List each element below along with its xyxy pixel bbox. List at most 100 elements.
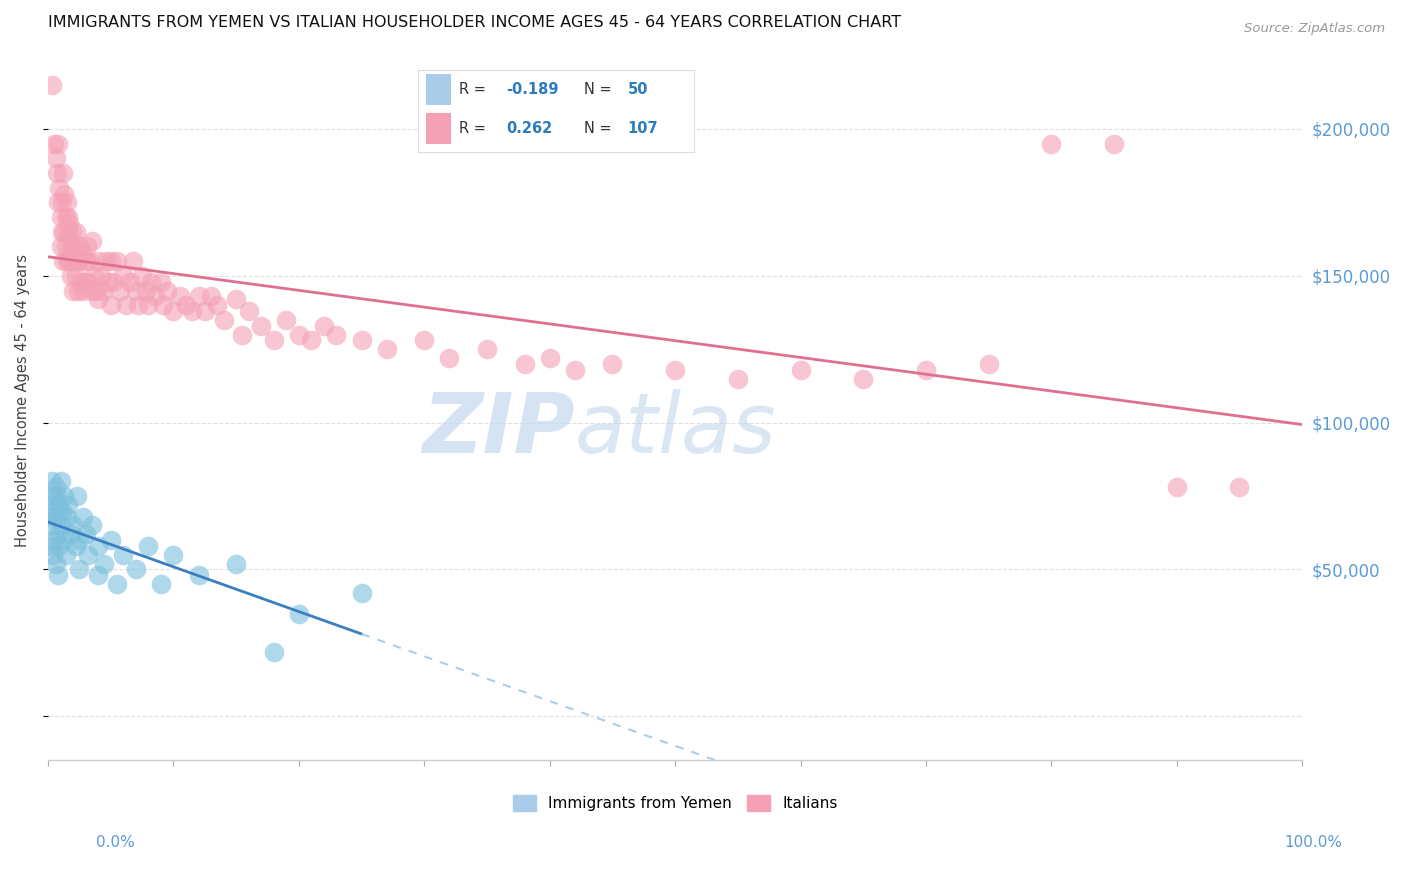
Point [100,298,122,312]
Point [39,539,62,553]
Point [375,343,398,357]
Point [325,327,347,342]
Point [513,357,536,371]
Point [852,371,875,385]
Point [56,254,79,268]
Point [94,254,117,268]
Point [44,136,66,151]
Point [122,254,145,268]
Point [90,268,112,283]
Text: 100.0%: 100.0% [1285,836,1343,850]
Point [41,518,63,533]
Point [108,284,131,298]
Point [45,480,67,494]
Point [187,289,209,303]
Point [727,371,749,385]
Point [49,518,72,533]
Point [46,568,69,582]
Point [80,234,103,248]
Point [312,318,335,333]
Point [350,334,373,348]
Point [915,363,938,377]
Point [299,334,322,348]
Text: 0.0%: 0.0% [96,836,135,850]
Point [263,645,285,659]
Point [100,533,122,548]
Point [194,304,217,318]
Point [45,489,67,503]
Point [49,210,72,224]
Legend: Immigrants from Yemen, Italians: Immigrants from Yemen, Italians [506,789,844,817]
Point [143,289,166,303]
Point [100,254,122,268]
Point [72,284,94,298]
Point [56,210,79,224]
Point [58,254,80,268]
Point [48,180,70,194]
Point [45,509,67,524]
Point [41,475,63,489]
Point [65,225,87,239]
Point [112,268,135,283]
Point [52,166,75,180]
Point [58,216,80,230]
Point [187,568,209,582]
Point [59,268,82,283]
Point [77,275,100,289]
Point [53,489,76,503]
Point [62,284,84,298]
Point [38,509,60,524]
Point [59,239,82,253]
Y-axis label: Householder Income Ages 45 - 64 years: Householder Income Ages 45 - 64 years [15,254,30,547]
Point [162,548,184,562]
Point [276,313,298,327]
Point [1102,136,1125,151]
Point [91,284,114,298]
Point [125,562,148,576]
Point [55,210,77,224]
Point [63,239,86,253]
Point [149,275,172,289]
Point [67,254,90,268]
Point [149,577,172,591]
Point [56,225,79,239]
Point [67,284,90,298]
Point [76,239,98,253]
Point [75,527,97,541]
Point [125,284,148,298]
Point [56,195,79,210]
Point [52,533,75,548]
Point [105,254,128,268]
Point [664,363,686,377]
Point [62,254,84,268]
Point [602,357,624,371]
Point [263,334,285,348]
Point [118,275,141,289]
Point [77,548,100,562]
Point [135,284,157,298]
Point [53,225,76,239]
Point [56,498,79,512]
Point [977,357,1000,371]
Point [66,254,89,268]
Point [41,78,63,92]
Point [288,327,311,342]
Point [162,304,184,318]
Point [69,275,91,289]
Point [114,298,136,312]
Point [66,489,89,503]
Point [45,152,67,166]
Text: Source: ZipAtlas.com: Source: ZipAtlas.com [1244,22,1385,36]
Point [46,195,69,210]
Point [46,527,69,541]
Point [53,186,76,201]
Point [70,245,93,260]
Point [127,298,149,312]
Point [55,239,77,253]
Point [72,509,94,524]
Point [112,548,135,562]
Point [45,557,67,571]
Point [51,195,73,210]
Point [87,539,110,553]
Point [564,363,586,377]
